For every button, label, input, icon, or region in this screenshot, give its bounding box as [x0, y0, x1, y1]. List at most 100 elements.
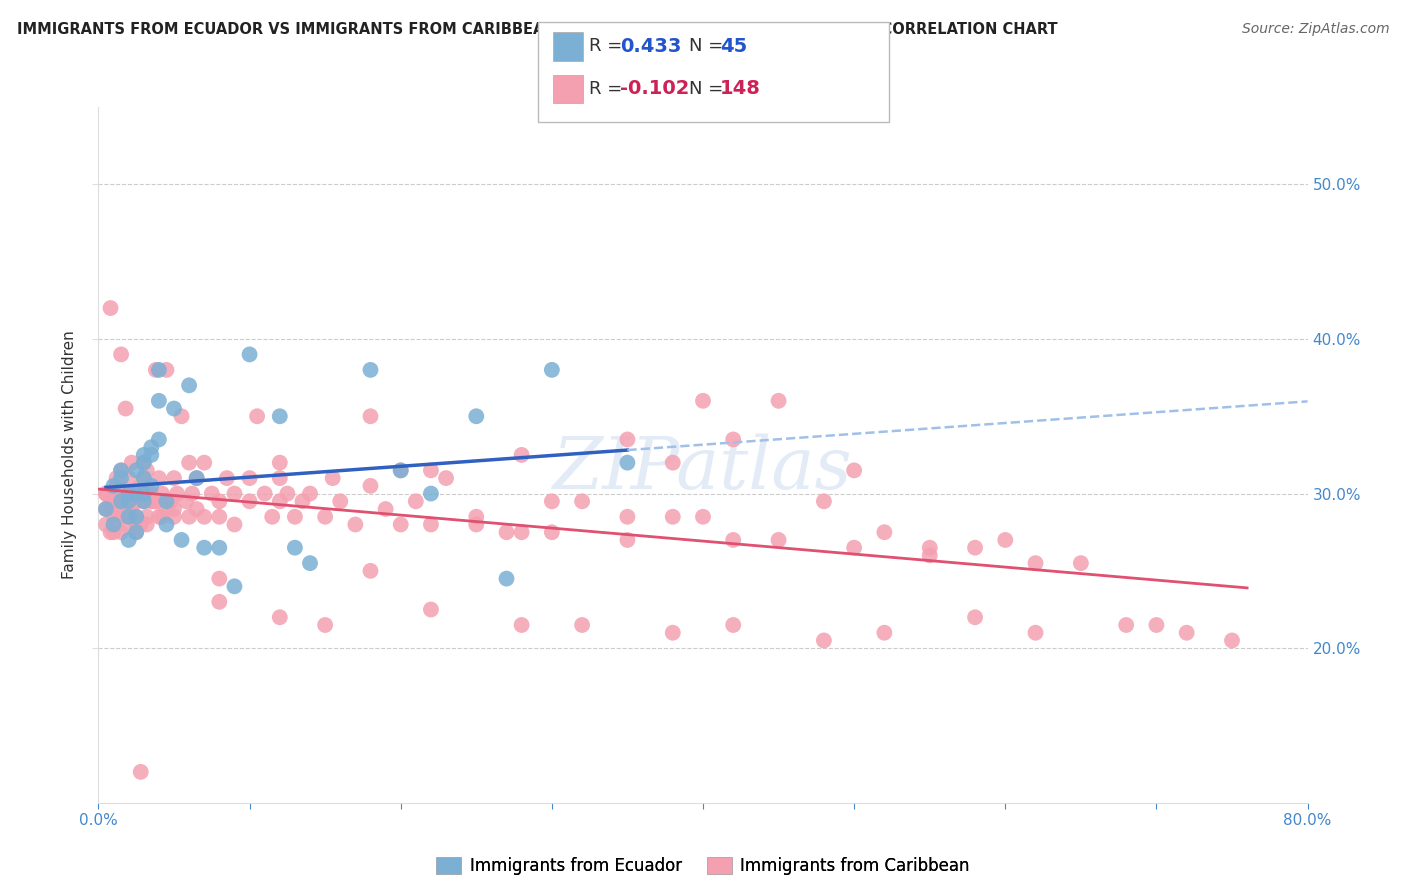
Point: [360, 564, 382, 578]
Point: [179, 456, 201, 470]
Point: [118, 494, 141, 508]
Text: 148: 148: [720, 79, 761, 98]
Point: [723, 618, 745, 632]
Point: [110, 494, 132, 508]
Point: [132, 471, 155, 485]
Text: R =: R =: [589, 37, 628, 55]
Point: [132, 486, 155, 500]
Point: [420, 486, 443, 500]
Point: [186, 502, 208, 516]
Point: [125, 525, 148, 540]
Point: [873, 625, 896, 640]
Text: -0.102: -0.102: [620, 79, 689, 98]
Point: [269, 456, 291, 470]
Point: [114, 486, 136, 500]
Point: [163, 502, 186, 516]
Point: [163, 509, 186, 524]
Point: [135, 463, 157, 477]
Point: [181, 486, 204, 500]
Point: [110, 525, 132, 540]
Text: Source: ZipAtlas.com: Source: ZipAtlas.com: [1241, 22, 1389, 37]
Point: [141, 486, 163, 500]
Point: [155, 363, 177, 377]
Point: [118, 509, 141, 524]
Point: [121, 456, 143, 470]
Point: [103, 525, 125, 540]
Point: [155, 517, 177, 532]
Point: [291, 494, 314, 508]
Point: [965, 541, 987, 555]
Point: [163, 471, 186, 485]
Point: [193, 456, 215, 470]
Point: [269, 494, 291, 508]
Point: [269, 610, 291, 624]
Text: 0.433: 0.433: [620, 37, 682, 56]
Point: [148, 509, 170, 524]
Point: [125, 494, 148, 508]
Point: [918, 541, 941, 555]
Point: [434, 471, 457, 485]
Point: [510, 525, 533, 540]
Point: [465, 517, 488, 532]
Point: [132, 456, 155, 470]
Point: [1024, 556, 1046, 570]
Text: 45: 45: [720, 37, 747, 56]
Point: [540, 494, 562, 508]
Point: [132, 448, 155, 462]
Point: [360, 363, 382, 377]
Point: [155, 494, 177, 508]
Point: [145, 494, 167, 508]
Point: [616, 456, 638, 470]
Point: [873, 525, 896, 540]
Point: [118, 509, 141, 524]
Point: [616, 509, 638, 524]
Point: [94, 502, 117, 516]
Point: [540, 525, 562, 540]
Point: [94, 502, 117, 516]
Point: [495, 572, 517, 586]
Point: [208, 494, 231, 508]
Point: [344, 517, 367, 532]
Point: [94, 517, 117, 532]
Point: [155, 502, 177, 516]
Point: [844, 463, 866, 477]
Point: [148, 471, 170, 485]
Point: [150, 509, 173, 524]
Point: [1144, 618, 1167, 632]
Point: [132, 494, 155, 508]
Point: [768, 533, 790, 547]
Point: [284, 541, 307, 555]
Point: [135, 509, 157, 524]
Point: [110, 509, 132, 524]
Point: [246, 409, 269, 424]
Point: [141, 494, 163, 508]
Point: [329, 494, 352, 508]
Legend: Immigrants from Ecuador, Immigrants from Caribbean: Immigrants from Ecuador, Immigrants from…: [426, 847, 980, 885]
Point: [201, 486, 224, 500]
Point: [148, 363, 170, 377]
Point: [215, 471, 238, 485]
Point: [186, 471, 208, 485]
Point: [103, 486, 125, 500]
Point: [125, 517, 148, 532]
Point: [465, 509, 488, 524]
Point: [495, 525, 517, 540]
Point: [103, 509, 125, 524]
Point: [118, 533, 141, 547]
Point: [465, 409, 488, 424]
Point: [193, 509, 215, 524]
Point: [129, 517, 152, 532]
Point: [224, 486, 246, 500]
Point: [132, 494, 155, 508]
Point: [661, 509, 683, 524]
Point: [100, 525, 122, 540]
Point: [179, 378, 201, 392]
Point: [125, 525, 148, 540]
Point: [170, 409, 193, 424]
Point: [389, 463, 412, 477]
Point: [692, 509, 714, 524]
Point: [616, 533, 638, 547]
Point: [813, 494, 835, 508]
Point: [239, 471, 262, 485]
Point: [132, 471, 155, 485]
